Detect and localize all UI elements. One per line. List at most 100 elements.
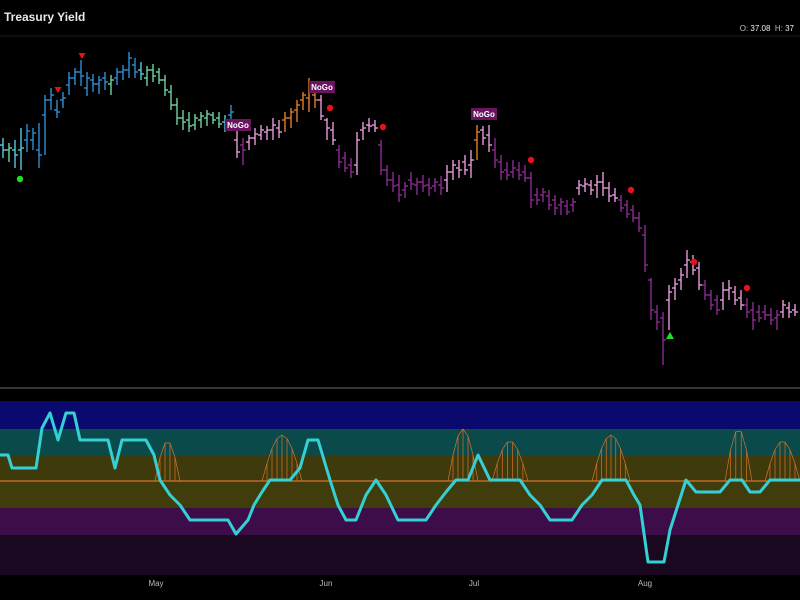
price-bar bbox=[408, 172, 414, 190]
price-bar bbox=[516, 162, 522, 180]
price-bar bbox=[678, 268, 684, 290]
price-bars bbox=[0, 52, 798, 365]
x-tick-aug: Aug bbox=[638, 579, 652, 588]
nogo-label-bg bbox=[471, 108, 497, 120]
price-bar bbox=[324, 118, 330, 140]
price-bar bbox=[426, 178, 432, 196]
green-triangle-marker bbox=[666, 332, 674, 339]
price-bar bbox=[582, 178, 588, 192]
price-bar bbox=[240, 138, 246, 165]
high-label: H: bbox=[774, 24, 783, 33]
spike-edge bbox=[591, 463, 598, 482]
price-bar bbox=[528, 172, 534, 208]
spike-cluster-6 bbox=[764, 441, 800, 482]
price-bar bbox=[18, 128, 24, 170]
price-bar bbox=[684, 250, 690, 278]
price-bar bbox=[558, 198, 564, 215]
price-bar bbox=[654, 305, 660, 330]
price-bar bbox=[30, 128, 36, 150]
spike-edge bbox=[452, 435, 459, 456]
x-axis: May Jun Jul Aug bbox=[148, 579, 652, 588]
spike-edge bbox=[789, 449, 796, 464]
spike-edge bbox=[296, 463, 303, 482]
spike-edge bbox=[496, 449, 503, 464]
band-strong-nogo bbox=[0, 535, 800, 575]
price-bar bbox=[792, 304, 798, 316]
price-bar bbox=[108, 75, 114, 95]
price-bar bbox=[738, 290, 744, 310]
spike-edge bbox=[774, 441, 781, 450]
open-label: O: bbox=[739, 24, 749, 33]
nogo-label-bg bbox=[225, 119, 251, 131]
price-bar bbox=[576, 180, 582, 195]
price-bar bbox=[618, 195, 624, 212]
spike-edge bbox=[467, 435, 474, 456]
ohlc-readout: O: 37.08 H: 37 bbox=[740, 24, 794, 33]
price-bar bbox=[732, 286, 738, 305]
price-bar bbox=[666, 285, 672, 330]
spike-cluster-0 bbox=[154, 442, 181, 482]
price-bar bbox=[768, 308, 774, 325]
price-bar bbox=[66, 72, 72, 95]
spike-cluster-3 bbox=[491, 441, 529, 482]
price-bar bbox=[786, 302, 792, 318]
price-bar bbox=[396, 175, 402, 202]
x-tick-may: May bbox=[148, 579, 163, 588]
price-bar bbox=[648, 278, 654, 320]
oscillator-line bbox=[0, 411, 800, 564]
spike-edge bbox=[769, 449, 776, 464]
price-bar bbox=[270, 118, 276, 140]
nogo-label: NoGo bbox=[225, 119, 251, 131]
spike-edge bbox=[596, 448, 602, 464]
price-bar bbox=[114, 68, 120, 85]
price-bar bbox=[456, 160, 462, 178]
red-dot-marker bbox=[326, 104, 334, 112]
price-bar bbox=[78, 60, 84, 86]
spike-edge bbox=[610, 434, 616, 439]
price-bar bbox=[234, 130, 240, 158]
price-bar bbox=[414, 178, 420, 195]
red-dot-marker bbox=[743, 284, 751, 292]
price-bar bbox=[126, 52, 132, 78]
x-tick-jul: Jul bbox=[469, 579, 479, 588]
spike-edge bbox=[764, 463, 771, 482]
high-value: 37 bbox=[785, 24, 794, 33]
price-bar bbox=[282, 112, 288, 132]
price-bar bbox=[438, 176, 444, 195]
price-bar bbox=[492, 138, 498, 168]
price-bar bbox=[276, 120, 282, 138]
price-bar bbox=[60, 92, 66, 108]
spike-edge bbox=[169, 442, 176, 458]
signal-markers bbox=[16, 53, 751, 339]
price-bar bbox=[54, 100, 60, 118]
price-bar bbox=[372, 120, 378, 132]
price-bar bbox=[180, 110, 186, 130]
price-bar bbox=[660, 312, 666, 365]
spike-edge bbox=[462, 428, 469, 437]
red-dot-marker bbox=[627, 186, 635, 194]
red-triangle-marker bbox=[78, 53, 86, 59]
spike-edge bbox=[447, 454, 454, 482]
green-dot-marker bbox=[16, 175, 24, 183]
price-bar bbox=[504, 162, 510, 180]
price-bar bbox=[402, 182, 408, 198]
spike-edge bbox=[517, 449, 524, 464]
price-bar bbox=[636, 212, 642, 232]
price-bar bbox=[570, 198, 576, 212]
price-bar bbox=[498, 155, 504, 180]
spike-edge bbox=[159, 442, 166, 458]
price-bar bbox=[774, 310, 780, 330]
spike-edge bbox=[501, 441, 508, 450]
price-bar bbox=[96, 76, 102, 94]
x-tick-jun: Jun bbox=[320, 579, 333, 588]
spike-edge bbox=[261, 463, 268, 482]
spike-edge bbox=[746, 450, 753, 482]
chart-title: Treasury Yield bbox=[4, 10, 86, 24]
price-bar bbox=[744, 298, 750, 318]
spike-edge bbox=[281, 434, 288, 439]
spike-edge bbox=[522, 463, 529, 482]
price-bar bbox=[72, 68, 78, 85]
price-bar bbox=[594, 175, 600, 198]
band-strong-go bbox=[0, 401, 800, 429]
